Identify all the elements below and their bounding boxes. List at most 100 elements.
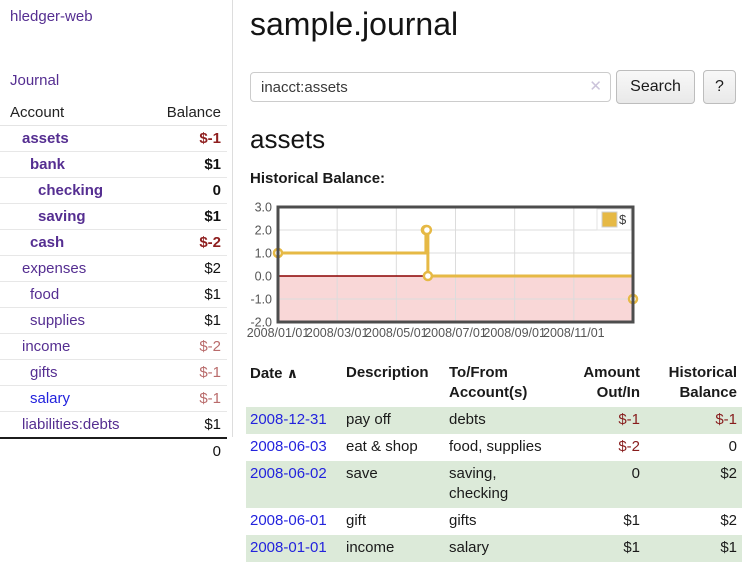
- transaction-date-link[interactable]: 2008-06-01: [250, 512, 327, 529]
- sidebar: hledger-web Journal Account Balance asse…: [0, 0, 233, 464]
- help-button[interactable]: ?: [703, 70, 736, 104]
- main-content: sample.journal ✕ Search ? assets Histori…: [246, 0, 742, 582]
- account-link-cash[interactable]: cash: [30, 234, 65, 251]
- accounts-header-row: Account Balance: [0, 100, 227, 126]
- transaction-amount: $-2: [618, 438, 640, 455]
- accounts-total-value: 0: [150, 437, 227, 464]
- transaction-description: pay off: [346, 411, 391, 428]
- account-link-salary[interactable]: salary: [30, 390, 71, 407]
- chart-title: Historical Balance:: [250, 170, 386, 187]
- account-balance: $1: [150, 281, 227, 308]
- account-balance: $1: [150, 307, 227, 334]
- svg-text:-2.0: -2.0: [250, 316, 272, 330]
- transaction-accounts: salary: [449, 539, 490, 556]
- transaction-amount: $1: [623, 539, 640, 556]
- account-balance: $-1: [150, 385, 227, 412]
- account-balance: $1: [150, 151, 227, 178]
- account-balance: $2: [150, 255, 227, 282]
- account-balance: $-2: [150, 229, 227, 256]
- account-balance: $-2: [150, 333, 227, 360]
- account-row: expenses $2: [0, 255, 227, 282]
- search-form: ✕ Search ?: [250, 70, 742, 104]
- svg-text:2.0: 2.0: [255, 224, 272, 238]
- search-input[interactable]: [250, 72, 611, 102]
- clear-search-icon[interactable]: ✕: [589, 78, 602, 95]
- transaction-date-link[interactable]: 2008-06-03: [250, 438, 327, 455]
- transaction-accounts: gifts: [449, 512, 477, 529]
- register-header-balance: Historical Balance: [668, 364, 737, 401]
- app-brand-link[interactable]: hledger-web: [10, 8, 93, 25]
- transaction-description: gift: [346, 512, 367, 529]
- svg-text:2008/03/01: 2008/03/01: [306, 326, 369, 340]
- account-link-bank[interactable]: bank: [30, 156, 66, 173]
- transaction-date-link[interactable]: 2008-12-31: [250, 411, 327, 428]
- register-row: 2008-12-31 pay off debts $-1 $-1: [246, 407, 742, 434]
- account-balance: $1: [150, 203, 227, 230]
- transaction-amount: $1: [623, 512, 640, 529]
- register-row: 2008-06-03 eat & shop food, supplies $-2…: [246, 434, 742, 461]
- svg-text:2008/07/01: 2008/07/01: [424, 326, 487, 340]
- transaction-balance: $-1: [715, 411, 737, 428]
- account-row: checking 0: [0, 177, 227, 204]
- account-balance: 0: [150, 177, 227, 204]
- account-link-income[interactable]: income: [22, 338, 71, 355]
- svg-text:2008/09/01: 2008/09/01: [483, 326, 546, 340]
- transaction-description: eat & shop: [346, 438, 418, 455]
- transaction-balance: $2: [720, 512, 737, 529]
- accounts-header-balance: Balance: [150, 100, 227, 126]
- register-header-description: Description: [346, 364, 429, 381]
- transaction-description: income: [346, 539, 395, 556]
- transaction-date-link[interactable]: 2008-06-02: [250, 465, 327, 482]
- transaction-accounts: saving, checking: [449, 465, 509, 502]
- register-header-row: Date ∧ Description To/From Account(s) Am…: [246, 360, 742, 407]
- register-row: 2008-06-01 gift gifts $1 $2: [246, 508, 742, 535]
- transaction-date-link[interactable]: 2008-01-01: [250, 539, 327, 556]
- register-row: 2008-01-01 income salary $1 $1: [246, 535, 742, 562]
- register-table: Date ∧ Description To/From Account(s) Am…: [246, 360, 742, 562]
- account-balance: $1: [150, 411, 227, 439]
- account-row: saving $1: [0, 203, 227, 230]
- page-title: sample.journal: [250, 6, 459, 42]
- account-row: assets $-1: [0, 125, 227, 152]
- account-link-gifts[interactable]: gifts: [30, 364, 58, 381]
- account-link-liabilities-debts[interactable]: liabilities:debts: [22, 416, 120, 433]
- svg-text:2008/05/01: 2008/05/01: [365, 326, 428, 340]
- account-row: liabilities:debts $1: [0, 411, 227, 439]
- transaction-accounts: debts: [449, 411, 486, 428]
- account-row: supplies $1: [0, 307, 227, 334]
- svg-text:0.0: 0.0: [255, 270, 272, 284]
- account-row: gifts $-1: [0, 359, 227, 386]
- transaction-balance: 0: [728, 438, 737, 455]
- account-row: cash $-2: [0, 229, 227, 256]
- account-row: bank $1: [0, 151, 227, 178]
- register-row: 2008-06-02 save saving, checking 0 $2: [246, 461, 742, 508]
- register-header-accounts: To/From Account(s): [449, 364, 528, 401]
- transaction-accounts: food, supplies: [449, 438, 542, 455]
- register-header-amount: Amount Out/In: [583, 364, 640, 401]
- svg-text:$: $: [619, 212, 627, 227]
- svg-text:1.0: 1.0: [255, 247, 272, 261]
- account-link-supplies[interactable]: supplies: [30, 312, 86, 329]
- search-button[interactable]: Search: [616, 70, 695, 104]
- account-heading: assets: [250, 124, 326, 154]
- svg-text:-1.0: -1.0: [250, 293, 272, 307]
- account-link-checking[interactable]: checking: [38, 182, 104, 199]
- account-balance: $-1: [150, 359, 227, 386]
- register-header-date[interactable]: Date ∧: [250, 365, 299, 382]
- svg-text:2008/01/01: 2008/01/01: [247, 326, 310, 340]
- account-link-saving[interactable]: saving: [38, 208, 86, 225]
- transaction-amount: 0: [631, 465, 640, 482]
- accounts-total-row: 0: [0, 437, 227, 464]
- account-balance: $-1: [150, 125, 227, 152]
- sort-ascending-icon: ∧: [286, 365, 299, 381]
- transaction-balance: $1: [720, 539, 737, 556]
- account-row: food $1: [0, 281, 227, 308]
- accounts-header-account: Account: [0, 100, 151, 126]
- account-link-food[interactable]: food: [30, 286, 60, 303]
- sidebar-item-journal[interactable]: Journal: [10, 72, 60, 89]
- svg-text:3.0: 3.0: [255, 201, 272, 215]
- account-link-assets[interactable]: assets: [22, 130, 69, 147]
- accounts-table: Account Balance assets $-1 bank $1 check…: [0, 100, 227, 464]
- svg-text:2008/11/01: 2008/11/01: [543, 326, 605, 340]
- account-link-expenses[interactable]: expenses: [22, 260, 87, 277]
